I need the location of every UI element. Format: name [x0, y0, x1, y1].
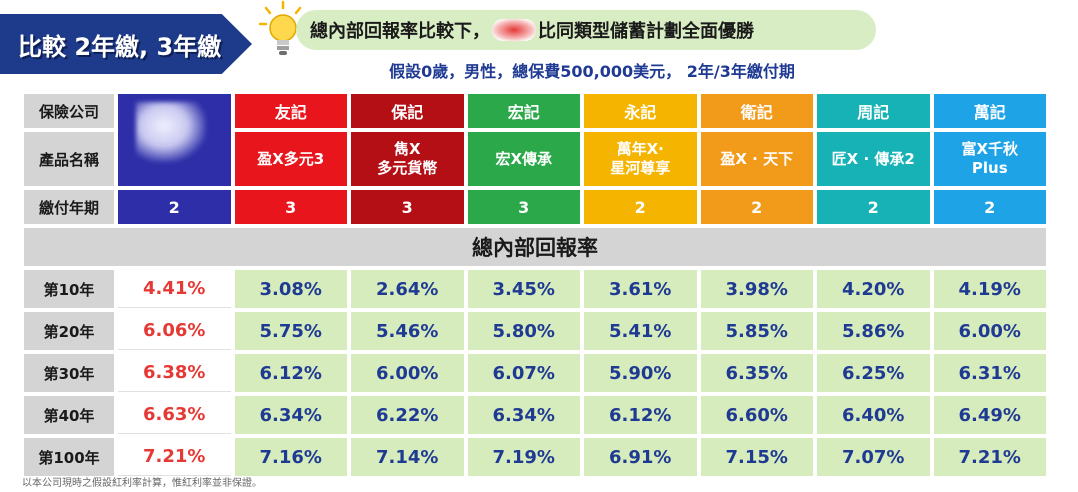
period-row: 繳付年期 2 3 3 3 2 2 2 2: [24, 190, 1046, 224]
headline-before: 總內部回報率比較下，: [310, 21, 490, 42]
irr-value: 6.12%: [234, 354, 347, 392]
irr-value: 6.34%: [234, 396, 347, 434]
irr-value: 5.41%: [584, 312, 697, 350]
assumption-subtitle: 假設0歲，男性，總保費500,000美元， 2年/3年繳付期: [389, 62, 795, 81]
irr-value: 4.20%: [817, 270, 930, 308]
irr-value: 4.19%: [933, 270, 1046, 308]
product-name: 宏X傳承: [467, 132, 580, 186]
product-row: 產品名稱 盈X多元3 雋X 多元貨幣 宏X傳承 萬年X· 星河尊享 盈X · 天…: [24, 132, 1046, 186]
year-row: 第100年 7.21% 7.16% 7.14% 7.19% 6.91% 7.15…: [24, 438, 1046, 476]
payment-period: 2: [817, 190, 930, 224]
payment-period: 3: [234, 190, 347, 224]
company-name: 友記: [234, 94, 347, 128]
company-row: 保險公司 友記 保記 宏記 永記 衛記 周記 萬記: [24, 94, 1046, 186]
irr-value: 6.49%: [933, 396, 1046, 434]
irr-value: 6.25%: [817, 354, 930, 392]
irr-value-own: 4.41%: [118, 270, 231, 308]
year-label: 第100年: [24, 438, 114, 476]
irr-value: 5.75%: [234, 312, 347, 350]
irr-value: 6.60%: [700, 396, 813, 434]
product-name: 盈X · 天下: [700, 132, 813, 186]
year-row: 第40年 6.63% 6.34% 6.22% 6.34% 6.12% 6.60%…: [24, 396, 1046, 434]
payment-period: 2: [933, 190, 1046, 224]
company-name: 宏記: [467, 94, 580, 128]
product-row-label: 產品名稱: [24, 132, 114, 186]
irr-value-own: 6.63%: [118, 396, 231, 434]
company-name: 保記: [351, 94, 464, 128]
payment-period: 2: [700, 190, 813, 224]
irr-value: 6.91%: [584, 438, 697, 476]
irr-value: 3.61%: [584, 270, 697, 308]
product-name: 雋X 多元貨幣: [351, 132, 464, 186]
year-row: 第30年 6.38% 6.12% 6.00% 6.07% 5.90% 6.35%…: [24, 354, 1046, 392]
irr-value: 3.08%: [234, 270, 347, 308]
comparison-table: 保險公司 友記 保記 宏記 永記 衛記 周記 萬記 產品名稱 盈X多元3 雋X …: [20, 90, 1050, 480]
irr-value: 3.45%: [467, 270, 580, 308]
product-name: 富X千秋 Plus: [933, 132, 1046, 186]
payment-period: 3: [467, 190, 580, 224]
irr-value: 7.19%: [467, 438, 580, 476]
irr-value: 6.40%: [817, 396, 930, 434]
irr-value-own: 6.06%: [118, 312, 231, 350]
irr-value: 2.64%: [351, 270, 464, 308]
footnote: 以本公司現時之假設紅利率計算，惟紅利率並非保證。: [22, 478, 262, 489]
headline-after: 比同類型儲蓄計劃全面優勝: [538, 21, 754, 42]
section-title: 總內部回報率: [24, 228, 1046, 266]
irr-value: 7.16%: [234, 438, 347, 476]
company-name: 永記: [584, 94, 697, 128]
period-row-label: 繳付年期: [24, 190, 114, 224]
irr-value: 3.98%: [700, 270, 813, 308]
irr-value-own: 7.21%: [118, 438, 231, 476]
year-label: 第10年: [24, 270, 114, 308]
company-name: 周記: [817, 94, 930, 128]
irr-value: 5.85%: [700, 312, 813, 350]
headline-pill: 總內部回報率比較下， 比同類型儲蓄計劃全面優勝: [296, 10, 876, 50]
product-name: 萬年X· 星河尊享: [584, 132, 697, 186]
irr-value: 5.80%: [467, 312, 580, 350]
irr-value: 7.14%: [351, 438, 464, 476]
irr-value: 5.46%: [351, 312, 464, 350]
year-row: 第10年 4.41% 3.08% 2.64% 3.45% 3.61% 3.98%…: [24, 270, 1046, 308]
headline: 總內部回報率比較下， 比同類型儲蓄計劃全面優勝: [310, 17, 754, 43]
irr-value: 6.22%: [351, 396, 464, 434]
irr-value-own: 6.38%: [118, 354, 231, 392]
payment-period: 3: [351, 190, 464, 224]
section-row: 總內部回報率: [24, 228, 1046, 266]
company-name: 衛記: [700, 94, 813, 128]
irr-value: 6.34%: [467, 396, 580, 434]
year-label: 第20年: [24, 312, 114, 350]
banner-title: 比較 2年繳, 3年繳: [18, 32, 222, 61]
redaction-smudge: [136, 102, 206, 162]
redacted-name: [492, 19, 536, 41]
company-name: 萬記: [933, 94, 1046, 128]
irr-value: 6.12%: [584, 396, 697, 434]
irr-value: 5.86%: [817, 312, 930, 350]
irr-value: 6.00%: [933, 312, 1046, 350]
irr-value: 7.07%: [817, 438, 930, 476]
irr-value: 6.07%: [467, 354, 580, 392]
year-label: 第30年: [24, 354, 114, 392]
payment-period: 2: [118, 190, 231, 224]
irr-value: 6.35%: [700, 354, 813, 392]
product-name: 匠X · 傳承2: [817, 132, 930, 186]
irr-value: 6.00%: [351, 354, 464, 392]
product-name: 盈X多元3: [234, 132, 347, 186]
company-row-label: 保險公司: [24, 94, 114, 128]
own-company-cell-redacted: [118, 94, 231, 186]
irr-value: 7.15%: [700, 438, 813, 476]
payment-period: 2: [584, 190, 697, 224]
year-label: 第40年: [24, 396, 114, 434]
irr-value: 5.90%: [584, 354, 697, 392]
irr-value: 6.31%: [933, 354, 1046, 392]
title-banner: 比較 2年繳, 3年繳: [0, 14, 252, 74]
year-row: 第20年 6.06% 5.75% 5.46% 5.80% 5.41% 5.85%…: [24, 312, 1046, 350]
irr-value: 7.21%: [933, 438, 1046, 476]
